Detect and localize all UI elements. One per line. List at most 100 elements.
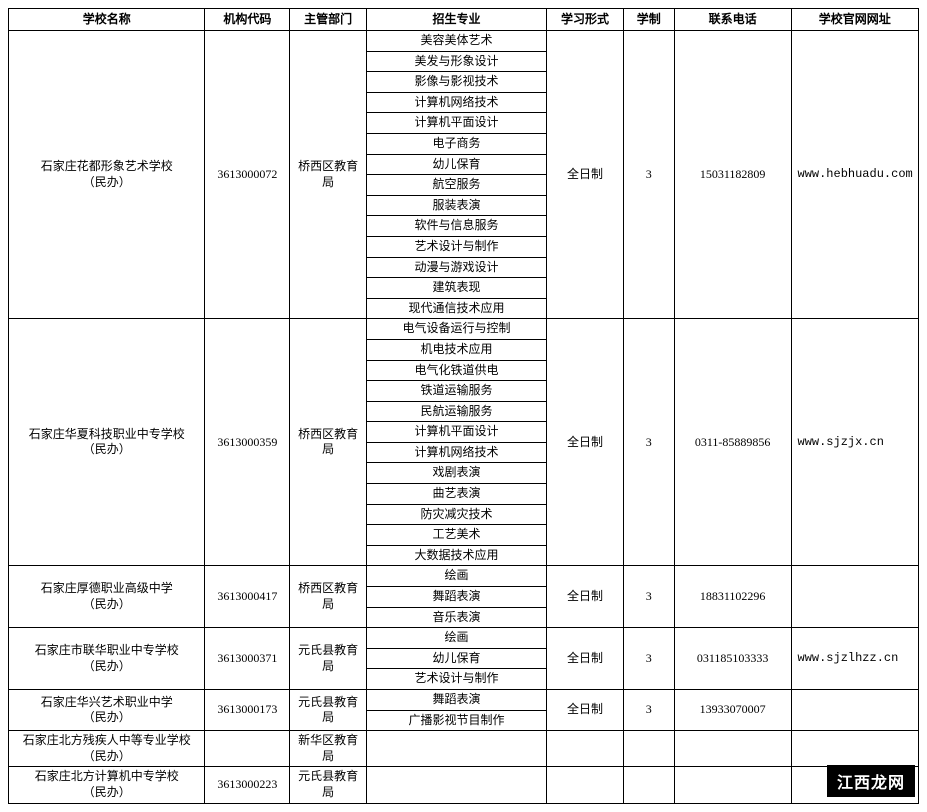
table-row: 石家庄市联华职业中专学校（民办）3613000371元氏县教育局绘画全日制303… <box>9 628 919 649</box>
major-cell: 铁道运输服务 <box>366 381 547 402</box>
major-cell: 动漫与游戏设计 <box>366 257 547 278</box>
major-cell: 音乐表演 <box>366 607 547 628</box>
school-dept: 元氏县教育局 <box>290 628 366 690</box>
major-cell: 电子商务 <box>366 133 547 154</box>
school-dept: 桥西区教育局 <box>290 31 366 319</box>
watermark: 江西龙网 <box>827 765 915 797</box>
years <box>623 767 674 803</box>
major-cell: 航空服务 <box>366 175 547 196</box>
school-name: 石家庄花都形象艺术学校（民办） <box>9 31 205 319</box>
major-cell: 舞蹈表演 <box>366 587 547 608</box>
study-mode: 全日制 <box>547 566 623 628</box>
table-row: 石家庄华兴艺术职业中学（民办）3613000173元氏县教育局舞蹈表演全日制31… <box>9 690 919 711</box>
header-code: 机构代码 <box>205 9 290 31</box>
header-dept: 主管部门 <box>290 9 366 31</box>
phone <box>674 767 791 803</box>
school-dept: 桥西区教育局 <box>290 319 366 566</box>
header-study: 学习形式 <box>547 9 623 31</box>
school-code <box>205 731 290 767</box>
website <box>791 731 919 767</box>
table-row: 石家庄华夏科技职业中专学校（民办）3613000359桥西区教育局电气设备运行与… <box>9 319 919 340</box>
major-cell: 现代通信技术应用 <box>366 298 547 319</box>
website <box>791 690 919 731</box>
major-cell: 艺术设计与制作 <box>366 669 547 690</box>
major-cell <box>366 731 547 767</box>
major-cell: 软件与信息服务 <box>366 216 547 237</box>
study-mode: 全日制 <box>547 319 623 566</box>
major-cell: 防灾减灾技术 <box>366 504 547 525</box>
major-cell: 幼儿保育 <box>366 154 547 175</box>
header-name: 学校名称 <box>9 9 205 31</box>
schools-table: 学校名称 机构代码 主管部门 招生专业 学习形式 学制 联系电话 学校官网网址 … <box>8 8 919 804</box>
header-major: 招生专业 <box>366 9 547 31</box>
years: 3 <box>623 566 674 628</box>
school-name: 石家庄市联华职业中专学校（民办） <box>9 628 205 690</box>
study-mode: 全日制 <box>547 31 623 319</box>
major-cell: 广播影视节目制作 <box>366 710 547 731</box>
major-cell: 电气设备运行与控制 <box>366 319 547 340</box>
major-cell: 计算机平面设计 <box>366 422 547 443</box>
school-code: 3613000359 <box>205 319 290 566</box>
phone: 13933070007 <box>674 690 791 731</box>
years: 3 <box>623 628 674 690</box>
school-dept: 元氏县教育局 <box>290 767 366 803</box>
website <box>791 566 919 628</box>
table-row: 石家庄北方残疾人中等专业学校（民办） 新华区教育局 <box>9 731 919 767</box>
major-cell <box>366 767 547 803</box>
major-cell: 幼儿保育 <box>366 648 547 669</box>
phone: 0311-85889856 <box>674 319 791 566</box>
major-cell: 民航运输服务 <box>366 401 547 422</box>
major-cell: 机电技术应用 <box>366 339 547 360</box>
table-header-row: 学校名称 机构代码 主管部门 招生专业 学习形式 学制 联系电话 学校官网网址 <box>9 9 919 31</box>
major-cell: 绘画 <box>366 628 547 649</box>
header-years: 学制 <box>623 9 674 31</box>
school-dept: 新华区教育局 <box>290 731 366 767</box>
school-dept: 桥西区教育局 <box>290 566 366 628</box>
school-dept: 元氏县教育局 <box>290 690 366 731</box>
table-row: 石家庄厚德职业高级中学（民办）3613000417桥西区教育局绘画全日制3188… <box>9 566 919 587</box>
study-mode: 全日制 <box>547 628 623 690</box>
major-cell: 大数据技术应用 <box>366 545 547 566</box>
major-cell: 计算机网络技术 <box>366 442 547 463</box>
website: www.sjzlhzz.cn <box>791 628 919 690</box>
years: 3 <box>623 31 674 319</box>
major-cell: 艺术设计与制作 <box>366 236 547 257</box>
study-mode <box>547 767 623 803</box>
major-cell: 工艺美术 <box>366 525 547 546</box>
school-code: 3613000072 <box>205 31 290 319</box>
school-code: 3613000223 <box>205 767 290 803</box>
table-row: 石家庄北方计算机中专学校（民办）3613000223元氏县教育局 <box>9 767 919 803</box>
major-cell: 影像与影视技术 <box>366 72 547 93</box>
phone: 18831102296 <box>674 566 791 628</box>
table-row: 石家庄花都形象艺术学校（民办）3613000072桥西区教育局美容美体艺术全日制… <box>9 31 919 52</box>
school-name: 石家庄华夏科技职业中专学校（民办） <box>9 319 205 566</box>
major-cell: 美发与形象设计 <box>366 51 547 72</box>
school-name: 石家庄厚德职业高级中学（民办） <box>9 566 205 628</box>
major-cell: 电气化铁道供电 <box>366 360 547 381</box>
website: www.hebhuadu.com <box>791 31 919 319</box>
years: 3 <box>623 319 674 566</box>
phone: 031185103333 <box>674 628 791 690</box>
major-cell: 美容美体艺术 <box>366 31 547 52</box>
major-cell: 计算机网络技术 <box>366 92 547 113</box>
major-cell: 绘画 <box>366 566 547 587</box>
school-name: 石家庄北方计算机中专学校（民办） <box>9 767 205 803</box>
school-name: 石家庄北方残疾人中等专业学校（民办） <box>9 731 205 767</box>
study-mode: 全日制 <box>547 690 623 731</box>
major-cell: 建筑表现 <box>366 278 547 299</box>
school-code: 3613000173 <box>205 690 290 731</box>
major-cell: 戏剧表演 <box>366 463 547 484</box>
website: www.sjzjx.cn <box>791 319 919 566</box>
school-name: 石家庄华兴艺术职业中学（民办） <box>9 690 205 731</box>
phone: 15031182809 <box>674 31 791 319</box>
major-cell: 服装表演 <box>366 195 547 216</box>
school-code: 3613000371 <box>205 628 290 690</box>
header-web: 学校官网网址 <box>791 9 919 31</box>
years: 3 <box>623 690 674 731</box>
phone <box>674 731 791 767</box>
major-cell: 计算机平面设计 <box>366 113 547 134</box>
study-mode <box>547 731 623 767</box>
years <box>623 731 674 767</box>
major-cell: 曲艺表演 <box>366 484 547 505</box>
header-phone: 联系电话 <box>674 9 791 31</box>
